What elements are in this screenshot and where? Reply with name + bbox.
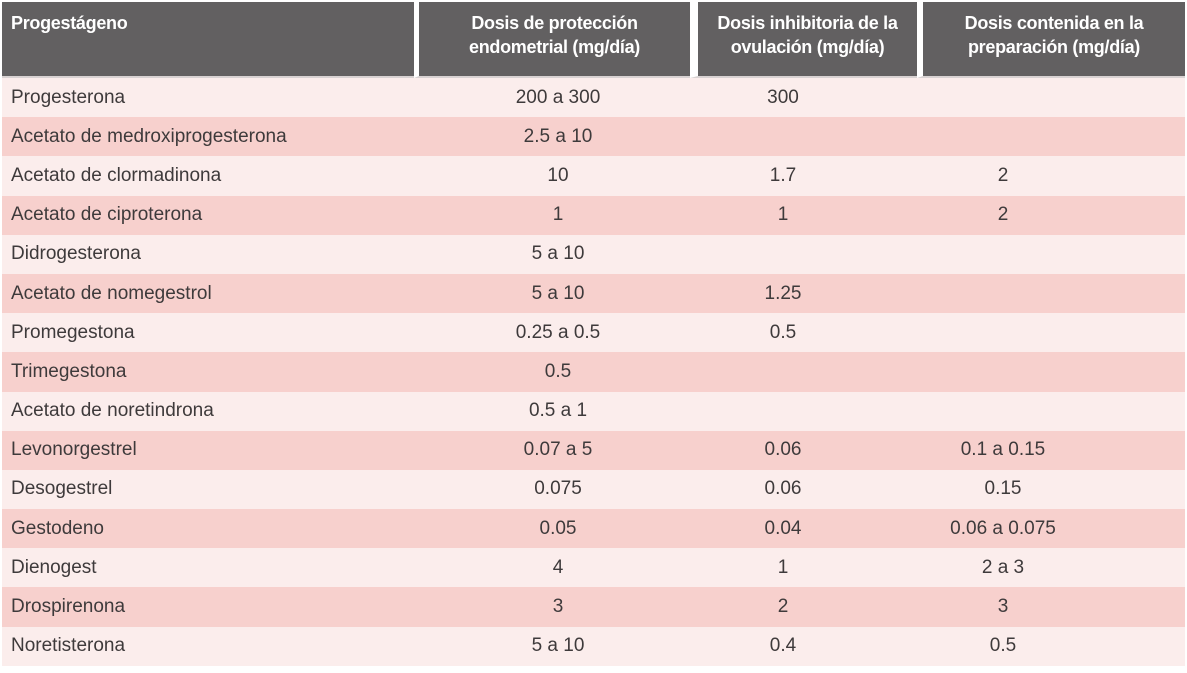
endometrial-dose-cell: 0.07 a 5 — [414, 430, 690, 470]
drug-name-cell: Noretisterona — [2, 626, 414, 666]
endometrial-dose-cell: 0.5 — [414, 352, 690, 392]
preparation-dose-cell — [917, 313, 1185, 353]
drug-name-cell: Acetato de ciproterona — [2, 195, 414, 235]
endometrial-dose-cell: 5 a 10 — [414, 626, 690, 666]
preparation-dose-cell — [917, 352, 1185, 392]
table-row: Trimegestona 0.5 — [2, 352, 1185, 392]
drug-name-cell: Didrogesterona — [2, 234, 414, 274]
drug-name-cell: Drospirenona — [2, 587, 414, 627]
endometrial-dose-cell: 1 — [414, 195, 690, 235]
drug-name-cell: Gestodeno — [2, 509, 414, 549]
column-header-preparation-dose: Dosis contenida en la preparación (mg/dí… — [917, 2, 1185, 78]
column-header-label: Dosis de protección endometrial (mg/día) — [468, 13, 641, 57]
table-body: Progesterona 200 a 300 300 Acetato de me… — [2, 78, 1185, 666]
table-row: Desogestrel 0.075 0.06 0.15 — [2, 469, 1185, 510]
table-row: Acetato de medroxiprogesterona 2.5 a 10 — [2, 117, 1185, 157]
endometrial-dose-cell: 2.5 a 10 — [414, 117, 690, 157]
header-row: Progestágeno Dosis de protección endomet… — [2, 2, 1185, 78]
preparation-dose-cell: 0.06 a 0.075 — [917, 509, 1185, 549]
drug-name-cell: Dienogest — [2, 548, 414, 588]
ovulation-dose-cell — [690, 391, 917, 431]
ovulation-dose-cell: 1 — [690, 548, 917, 588]
endometrial-dose-cell: 0.05 — [414, 509, 690, 549]
endometrial-dose-cell: 10 — [414, 156, 690, 196]
ovulation-dose-cell: 300 — [690, 78, 917, 118]
ovulation-dose-cell: 2 — [690, 587, 917, 627]
ovulation-dose-cell: 1 — [690, 195, 917, 235]
ovulation-dose-cell: 0.5 — [690, 313, 917, 353]
preparation-dose-cell — [917, 391, 1185, 431]
ovulation-dose-cell: 0.04 — [690, 509, 917, 549]
ovulation-dose-cell — [690, 352, 917, 392]
endometrial-dose-cell: 5 a 10 — [414, 234, 690, 274]
preparation-dose-cell: 2 a 3 — [917, 548, 1185, 588]
column-header-progestagen: Progestágeno — [2, 2, 414, 78]
preparation-dose-cell: 2 — [917, 195, 1185, 235]
table-row: Progesterona 200 a 300 300 — [2, 78, 1185, 118]
table-row: Acetato de noretindrona 0.5 a 1 — [2, 391, 1185, 431]
table-row: Dienogest 4 1 2 a 3 — [2, 548, 1185, 588]
drug-name-cell: Acetato de medroxiprogesterona — [2, 117, 414, 157]
table-row: Noretisterona 5 a 10 0.4 0.5 — [2, 626, 1185, 666]
drug-name-cell: Progesterona — [2, 78, 414, 118]
preparation-dose-cell: 3 — [917, 587, 1185, 627]
drug-name-cell: Acetato de clormadinona — [2, 156, 414, 196]
endometrial-dose-cell: 4 — [414, 548, 690, 588]
endometrial-dose-cell: 0.5 a 1 — [414, 391, 690, 431]
preparation-dose-cell: 0.1 a 0.15 — [917, 430, 1185, 470]
ovulation-dose-cell: 1.25 — [690, 273, 917, 314]
preparation-dose-cell — [917, 273, 1185, 314]
column-header-ovulation-dose: Dosis inhibitoria de la ovulación (mg/dí… — [690, 2, 917, 78]
drug-name-cell: Levonorgestrel — [2, 430, 414, 470]
table-row: Acetato de clormadinona 10 1.7 2 — [2, 156, 1185, 196]
drug-name-cell: Acetato de noretindrona — [2, 391, 414, 431]
ovulation-dose-cell: 0.06 — [690, 430, 917, 470]
endometrial-dose-cell: 0.25 a 0.5 — [414, 313, 690, 353]
table-header: Progestágeno Dosis de protección endomet… — [2, 2, 1185, 78]
column-header-label: Dosis contenida en la preparación (mg/dí… — [964, 13, 1144, 57]
preparation-dose-cell: 2 — [917, 156, 1185, 196]
ovulation-dose-cell: 0.4 — [690, 626, 917, 666]
endometrial-dose-cell: 0.075 — [414, 469, 690, 510]
preparation-dose-cell — [917, 78, 1185, 118]
ovulation-dose-cell: 1.7 — [690, 156, 917, 196]
preparation-dose-cell: 0.5 — [917, 626, 1185, 666]
table-row: Acetato de ciproterona 1 1 2 — [2, 195, 1185, 235]
table-row: Levonorgestrel 0.07 a 5 0.06 0.1 a 0.15 — [2, 430, 1185, 470]
preparation-dose-cell — [917, 234, 1185, 274]
drug-name-cell: Desogestrel — [2, 469, 414, 510]
ovulation-dose-cell — [690, 117, 917, 157]
drug-name-cell: Acetato de nomegestrol — [2, 273, 414, 314]
ovulation-dose-cell: 0.06 — [690, 469, 917, 510]
column-header-label: Dosis inhibitoria de la ovulación (mg/dí… — [717, 13, 898, 57]
table-row: Acetato de nomegestrol 5 a 10 1.25 — [2, 273, 1185, 314]
table-row: Gestodeno 0.05 0.04 0.06 a 0.075 — [2, 509, 1185, 549]
drug-name-cell: Promegestona — [2, 313, 414, 353]
endometrial-dose-cell: 3 — [414, 587, 690, 627]
preparation-dose-cell: 0.15 — [917, 469, 1185, 510]
drug-name-cell: Trimegestona — [2, 352, 414, 392]
column-header-endometrial-dose: Dosis de protección endometrial (mg/día) — [414, 2, 690, 78]
column-header-label: Progestágeno — [11, 13, 128, 33]
endometrial-dose-cell: 200 a 300 — [414, 78, 690, 118]
preparation-dose-cell — [917, 117, 1185, 157]
ovulation-dose-cell — [690, 234, 917, 274]
table-row: Drospirenona 3 2 3 — [2, 587, 1185, 627]
endometrial-dose-cell: 5 a 10 — [414, 273, 690, 314]
table-row: Promegestona 0.25 a 0.5 0.5 — [2, 313, 1185, 353]
table-row: Didrogesterona 5 a 10 — [2, 234, 1185, 274]
